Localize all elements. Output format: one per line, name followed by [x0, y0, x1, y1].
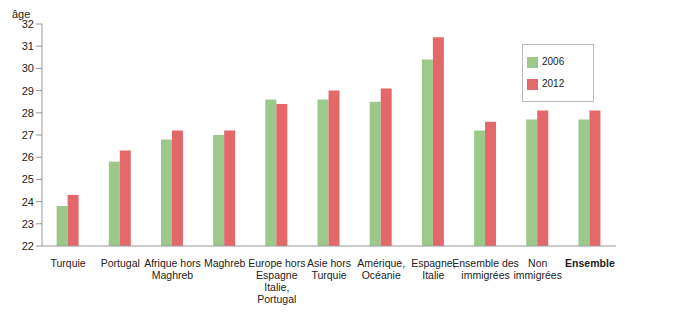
svg-text:Ensemble desimmigrées: Ensemble desimmigrées — [452, 257, 519, 281]
svg-text:24: 24 — [22, 196, 34, 208]
svg-text:22: 22 — [22, 240, 34, 252]
svg-text:Turquie: Turquie — [50, 257, 85, 269]
html-text:2006: 2006 — [542, 56, 565, 67]
svg-text:Portugal: Portugal — [101, 257, 140, 269]
svg-text:29: 29 — [22, 85, 34, 97]
svg-text:23: 23 — [22, 218, 34, 230]
svg-text:26: 26 — [22, 151, 34, 163]
svg-text:32: 32 — [22, 18, 34, 30]
html-text:âge: âge — [12, 8, 31, 20]
svg-text:Nonimmigrées: Nonimmigrées — [514, 257, 562, 281]
svg-text:30: 30 — [22, 62, 34, 74]
svg-text:Asie horsTurquie: Asie horsTurquie — [307, 257, 351, 281]
svg-text:Espagne,Italie: Espagne,Italie — [411, 257, 455, 281]
svg-text:Europe horsEspagneItalie,Portu: Europe horsEspagneItalie,Portugal — [248, 257, 305, 305]
svg-text:Maghreb: Maghreb — [204, 257, 246, 269]
svg-text:31: 31 — [22, 40, 34, 52]
svg-text:25: 25 — [22, 173, 34, 185]
svg-text:Afrique horsMaghreb: Afrique horsMaghreb — [144, 257, 201, 281]
svg-text:Ensemble: Ensemble — [565, 257, 615, 269]
svg-text:27: 27 — [22, 129, 34, 141]
svg-text:Amérique,Océanie: Amérique,Océanie — [357, 257, 405, 281]
svg-text:28: 28 — [22, 107, 34, 119]
html-text:2012: 2012 — [542, 78, 565, 89]
